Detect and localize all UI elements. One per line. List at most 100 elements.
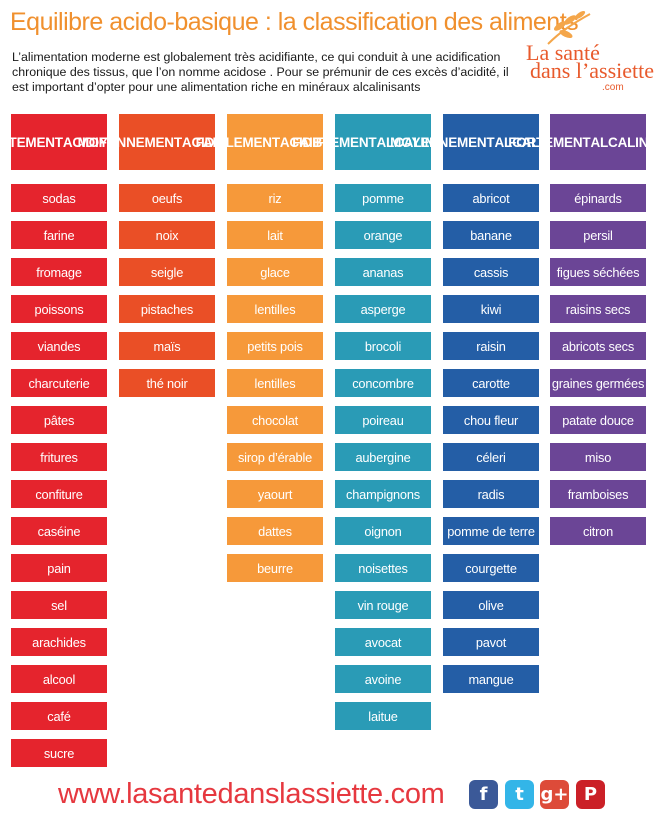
column-5: MOYENNEMENT ALCALINISANT abricot banane cass… xyxy=(390,114,592,702)
food-item: mangue xyxy=(443,665,539,693)
food-item: beurre xyxy=(227,554,323,582)
food-item: noisettes xyxy=(335,554,431,582)
food-item: chou fleur xyxy=(443,406,539,434)
food-item: fritures xyxy=(11,443,107,471)
food-item: café xyxy=(11,702,107,730)
food-item: pâtes xyxy=(11,406,107,434)
logo-text-line3: .com xyxy=(602,82,624,93)
food-item: oeufs xyxy=(119,184,215,212)
food-item: brocoli xyxy=(335,332,431,360)
food-item: confiture xyxy=(11,480,107,508)
column-header: FORTEMENTACIDIFIANT xyxy=(0,114,138,170)
food-item: viandes xyxy=(11,332,107,360)
food-item: courgette xyxy=(443,554,539,582)
food-item: lentilles xyxy=(227,369,323,397)
food-item: graines germées xyxy=(550,369,646,397)
food-item: fromage xyxy=(11,258,107,286)
food-item: banane xyxy=(443,221,539,249)
column-header-line2: ALCALINISANT xyxy=(590,134,660,150)
food-item: laitue xyxy=(335,702,431,730)
food-item: sodas xyxy=(11,184,107,212)
food-item: pain xyxy=(11,554,107,582)
column-header: MOYENNEMENT ACIDIFIANT xyxy=(78,114,257,170)
food-item: maïs xyxy=(119,332,215,360)
food-item: avoine xyxy=(335,665,431,693)
food-item: kiwi xyxy=(443,295,539,323)
food-item: pomme de terre xyxy=(443,517,539,545)
intro-text: L’alimentation moderne est globalement t… xyxy=(12,50,509,94)
food-item: miso xyxy=(550,443,646,471)
food-item: raisin xyxy=(443,332,539,360)
food-item: ananas xyxy=(335,258,431,286)
food-item: thé noir xyxy=(119,369,215,397)
facebook-icon[interactable]: f xyxy=(469,780,498,809)
food-item: lait xyxy=(227,221,323,249)
food-item: abricots secs xyxy=(550,332,646,360)
food-item: caséine xyxy=(11,517,107,545)
food-item: épinards xyxy=(550,184,646,212)
column-2: MOYENNEMENT ACIDIFIANT oeufs noix seigle pist… xyxy=(78,114,257,406)
food-item: pistaches xyxy=(119,295,215,323)
food-item: seigle xyxy=(119,258,215,286)
food-item: riz xyxy=(227,184,323,212)
pinterest-icon[interactable]: P xyxy=(576,780,605,809)
food-item: vin rouge xyxy=(335,591,431,619)
column-1: FORTEMENTACIDIFIANT sodas farine fromage poi… xyxy=(0,114,138,776)
food-item: petits pois xyxy=(227,332,323,360)
food-item: charcuterie xyxy=(11,369,107,397)
food-item: cassis xyxy=(443,258,539,286)
food-item: champignons xyxy=(335,480,431,508)
food-item: alcool xyxy=(11,665,107,693)
food-item: asperge xyxy=(335,295,431,323)
column-header-line1: MOYENNEMENT xyxy=(77,134,183,150)
column-header: MOYENNEMENT ALCALINISANT xyxy=(390,114,592,170)
food-item: poireau xyxy=(335,406,431,434)
food-item: pomme xyxy=(335,184,431,212)
food-item: raisins secs xyxy=(550,295,646,323)
food-item: lentilles xyxy=(227,295,323,323)
food-item: sirop d’érable xyxy=(227,443,323,471)
logo-text-line2: dans l’assiette xyxy=(530,58,655,83)
column-header-line1: FORTEMENT xyxy=(508,134,591,150)
food-item: olive xyxy=(443,591,539,619)
food-item: abricot xyxy=(443,184,539,212)
food-item: glace xyxy=(227,258,323,286)
page-title: Equilibre acido-basique : la classificat… xyxy=(10,8,579,36)
food-item: citron xyxy=(550,517,646,545)
food-item: orange xyxy=(335,221,431,249)
food-item: poissons xyxy=(11,295,107,323)
food-item: noix xyxy=(119,221,215,249)
food-item: sucre xyxy=(11,739,107,767)
food-item: framboises xyxy=(550,480,646,508)
food-item: persil xyxy=(550,221,646,249)
food-item: pavot xyxy=(443,628,539,656)
food-item: oignon xyxy=(335,517,431,545)
column-header: FORTEMENTALCALINISANT xyxy=(508,114,660,170)
column-header-line2: ACIDIFIANT xyxy=(62,134,138,150)
google-plus-icon[interactable]: g+ xyxy=(540,780,569,809)
food-item: farine xyxy=(11,221,107,249)
column-header-line1: MOYENNEMENT xyxy=(390,134,495,150)
column-6: FORTEMENTALCALINISANT épinards persil figue… xyxy=(508,114,660,554)
food-item: céleri xyxy=(443,443,539,471)
food-item: yaourt xyxy=(227,480,323,508)
food-item: dattes xyxy=(227,517,323,545)
footer-website-link[interactable]: www.lasantedanslassiette.com xyxy=(58,778,445,810)
column-3: FAIBLEMENT ACIDIFIANT riz lait glace lentille… xyxy=(196,114,355,591)
food-item: carotte xyxy=(443,369,539,397)
column-header-line1: FAIBLEMENT xyxy=(292,134,377,150)
column-header-line1: FORTEMENT xyxy=(0,134,63,150)
food-item: radis xyxy=(443,480,539,508)
column-header-line1: FAIBLEMENT xyxy=(195,134,280,150)
wheat-leaf-icon xyxy=(547,10,591,45)
food-item: chocolat xyxy=(227,406,323,434)
food-item: avocat xyxy=(335,628,431,656)
food-item: patate douce xyxy=(550,406,646,434)
food-item: arachides xyxy=(11,628,107,656)
twitter-icon[interactable]: t xyxy=(505,780,534,809)
food-item: aubergine xyxy=(335,443,431,471)
food-item: concombre xyxy=(335,369,431,397)
food-item: figues séchées xyxy=(550,258,646,286)
site-logo[interactable]: La santé dans l’assiette .com xyxy=(520,10,654,100)
logo-text-line1: La santé xyxy=(526,40,600,65)
